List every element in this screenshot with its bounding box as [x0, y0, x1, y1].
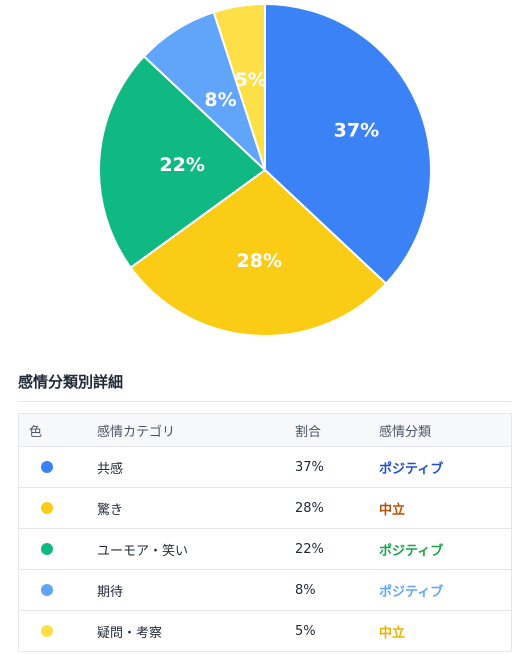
color-cell — [19, 487, 97, 529]
color-cell — [19, 611, 97, 652]
pie-slice — [264, 2, 432, 286]
table-row: 驚き 28% 中立 — [19, 487, 511, 529]
classification-cell: 中立 — [379, 487, 511, 529]
category-cell: ユーモア・笑い — [97, 528, 295, 570]
category-cell: 共感 — [97, 446, 295, 488]
category-cell: 期待 — [97, 569, 295, 611]
header-color: 色 — [19, 414, 97, 447]
color-cell — [19, 569, 97, 611]
section-title: 感情分類別詳細 — [18, 373, 124, 391]
color-dot-icon — [41, 584, 53, 596]
pie-slice — [98, 54, 267, 269]
pie-slice — [129, 168, 388, 337]
pie-slice — [212, 2, 266, 171]
header-ratio: 割合 — [295, 414, 379, 447]
table-row: 疑問・考察 5% 中立 — [19, 611, 511, 652]
ratio-cell: 5% — [295, 623, 316, 639]
classification-cell: ポジティブ — [379, 528, 511, 570]
slice-label: 8% — [204, 89, 236, 111]
pie-chart: 37% 28% 22% 8%5% — [98, 2, 432, 337]
slice-label: 37% — [334, 119, 379, 141]
header-classification: 感情分類 — [379, 414, 511, 447]
color-dot-icon — [41, 461, 53, 473]
header-category: 感情カテゴリ — [97, 414, 295, 447]
color-dot-icon — [41, 625, 53, 637]
ratio-cell: 8% — [295, 569, 379, 611]
color-cell — [19, 446, 97, 488]
table-row: 期待 8% ポジティブ — [19, 569, 511, 611]
classification-cell: ポジティブ — [379, 569, 511, 611]
slice-label: 22% — [159, 154, 204, 176]
pie-chart-container: 37% 28% 22% 8% 5% — [98, 2, 432, 337]
ratio-cell: 37% — [295, 446, 379, 488]
table-row: ユーモア・笑い 22% ポジティブ — [19, 528, 511, 570]
title-divider — [18, 401, 511, 402]
color-dot-icon — [41, 543, 53, 555]
ratio-cell: 22% — [295, 528, 379, 570]
slice-label: 28% — [237, 250, 282, 272]
table-header-row: 色 感情カテゴリ 割合 感情分類 — [19, 414, 511, 447]
color-dot-icon — [41, 502, 53, 514]
color-cell — [19, 528, 97, 570]
table-row: 共感 37% ポジティブ — [19, 446, 511, 488]
category-cell: 疑問・考察 — [97, 625, 163, 641]
emotion-table: 色 感情カテゴリ 割合 感情分類 共感 37% ポジティブ 驚き 28% 中立 ユーモア・笑… — [18, 413, 512, 652]
classification-cell: ポジティブ — [379, 446, 511, 488]
ratio-cell: 28% — [295, 487, 379, 529]
slice-label: 5% — [235, 69, 267, 91]
category-cell: 驚き — [97, 487, 295, 529]
classification-cell: 中立 — [379, 625, 406, 641]
